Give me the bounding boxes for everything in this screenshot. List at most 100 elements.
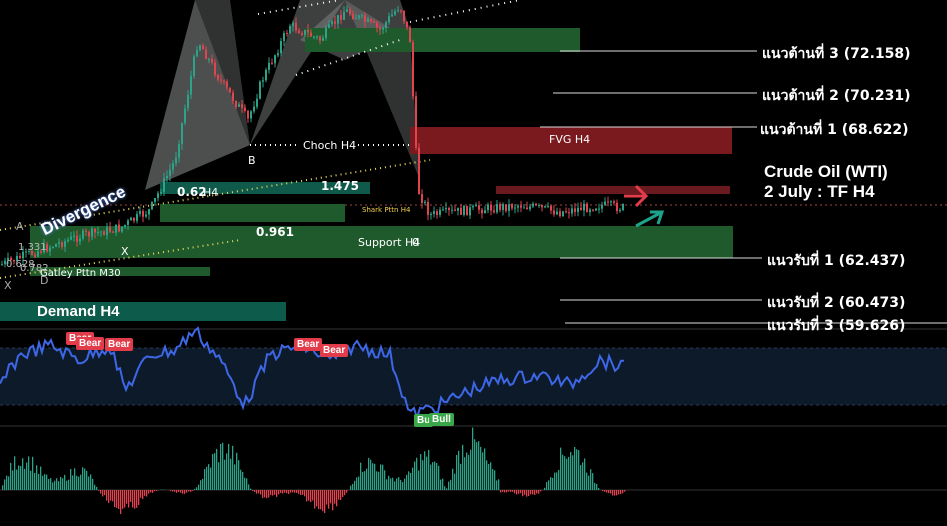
candle-body: [118, 224, 120, 232]
histogram-bar: [432, 462, 434, 490]
histogram-bar: [612, 490, 614, 496]
histogram-bar: [298, 490, 300, 494]
candle-body: [616, 202, 618, 212]
candle-body: [394, 11, 396, 15]
histogram-bar: [86, 470, 88, 490]
histogram-bar: [570, 451, 572, 490]
candle-body: [448, 208, 450, 211]
histogram-bar: [440, 479, 442, 490]
candle-body: [13, 259, 15, 262]
histogram-bar: [218, 462, 220, 490]
histogram-bar: [430, 464, 432, 490]
candle-body: [1, 264, 3, 266]
histogram-bar: [454, 473, 456, 490]
histogram-bar: [52, 482, 54, 490]
histogram-bar: [384, 470, 386, 490]
rsi-band: [0, 348, 947, 405]
candle-body: [79, 238, 81, 242]
histogram-bar: [220, 443, 222, 490]
candle-body: [295, 22, 297, 31]
candle-body: [349, 9, 351, 15]
candle-body: [100, 231, 102, 233]
histogram-bar: [190, 490, 192, 492]
bear-badge: Bear: [320, 344, 349, 357]
candle-body: [250, 111, 252, 119]
histogram-bar: [492, 469, 494, 490]
chart-title: Crude Oil (WTI) 2 July : TF H4: [764, 162, 888, 201]
candle-body: [382, 27, 384, 30]
histogram-bar: [192, 490, 194, 491]
candle-body: [355, 18, 357, 20]
histogram-bar: [278, 490, 280, 495]
histogram-bar: [370, 459, 372, 490]
histogram-bar: [474, 439, 476, 490]
candle-body: [412, 42, 414, 97]
histogram-bar: [68, 479, 70, 490]
resistance-3-label: แนวต้านที่ 3 (72.158): [762, 46, 911, 62]
histogram-bar: [580, 465, 582, 490]
candle-body: [460, 207, 462, 215]
candle-body: [316, 36, 318, 38]
candle-body: [184, 108, 186, 123]
candle-body: [178, 144, 180, 158]
histogram-bar: [204, 469, 206, 490]
candle-body: [346, 9, 348, 12]
candle-body: [292, 22, 294, 27]
candle-body: [331, 21, 333, 25]
histogram-bar: [286, 490, 288, 494]
histogram-bar: [358, 476, 360, 490]
histogram-bar: [544, 487, 546, 490]
histogram-bar: [526, 490, 528, 497]
candle-body: [301, 33, 303, 35]
histogram-bar: [244, 477, 246, 490]
histogram-bar: [140, 490, 142, 498]
histogram-bar: [258, 490, 260, 494]
histogram-bar: [590, 469, 592, 490]
histogram-bar: [266, 490, 268, 499]
histogram-bar: [126, 490, 128, 504]
histogram-bar: [522, 490, 524, 497]
histogram-bar: [506, 490, 508, 493]
histogram-bar: [368, 457, 370, 490]
histogram-bar: [268, 490, 270, 498]
histogram-bar: [46, 474, 48, 490]
candle-body: [304, 29, 306, 35]
candle-body: [313, 36, 315, 38]
candle-body: [571, 208, 573, 214]
histogram-bar: [376, 471, 378, 490]
candle-body: [421, 194, 423, 203]
histogram-bar: [282, 490, 284, 494]
histogram-bar: [186, 490, 188, 493]
histogram-bar: [92, 478, 94, 490]
candle-body: [82, 230, 84, 239]
histogram-bar: [582, 462, 584, 490]
candle-body: [547, 205, 549, 207]
histogram-bar: [94, 484, 96, 490]
histogram-bar: [516, 490, 518, 495]
histogram-bar: [496, 480, 498, 490]
histogram-bar: [304, 490, 306, 497]
histogram-bar: [208, 464, 210, 490]
histogram-bar: [240, 469, 242, 490]
histogram-bar: [332, 490, 334, 511]
candle-body: [451, 209, 453, 211]
candle-body: [187, 94, 189, 109]
candle-body: [40, 251, 42, 253]
candle-body: [442, 209, 444, 211]
candle-body: [220, 79, 222, 81]
candle-body: [544, 206, 546, 208]
histogram-bar: [572, 455, 574, 490]
histogram-bar: [84, 468, 86, 490]
divergence-line: [0, 239, 241, 279]
candle-body: [163, 178, 165, 193]
histogram-bar: [352, 483, 354, 490]
histogram-bar: [26, 462, 28, 490]
histogram-bar: [106, 490, 108, 501]
histogram-bar: [326, 490, 328, 505]
histogram-bar: [198, 484, 200, 490]
histogram-bar: [494, 470, 496, 490]
histogram-bar: [434, 461, 436, 490]
candle-body: [565, 211, 567, 213]
histogram-bar: [36, 465, 38, 490]
histogram-bar: [284, 490, 286, 493]
